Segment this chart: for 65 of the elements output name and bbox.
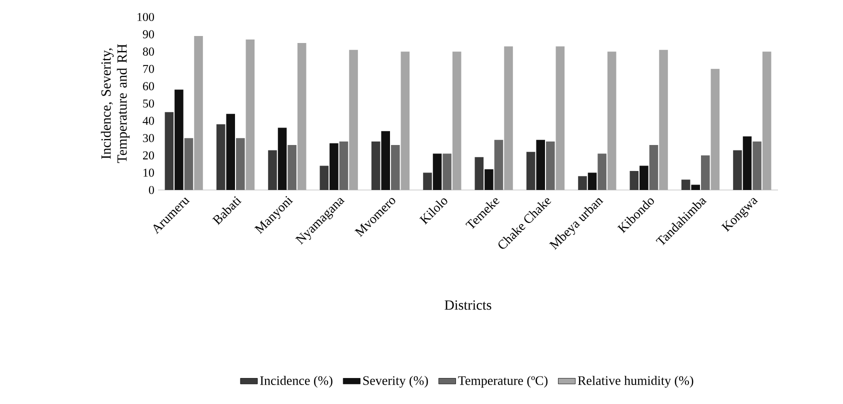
bar — [556, 46, 565, 190]
bar — [452, 52, 462, 190]
bar — [184, 138, 194, 190]
bar — [174, 90, 184, 190]
y-tick-label: 90 — [142, 30, 154, 38]
legend-label: Temperature (ºC) — [458, 376, 548, 388]
bar — [484, 169, 494, 190]
y-axis-title: Incidence, Severity, Temperature and RH — [100, 44, 130, 164]
bar — [278, 128, 287, 190]
y-tick-label: 10 — [144, 168, 154, 177]
bar — [598, 154, 606, 190]
y-tick-label: 0 — [148, 186, 154, 194]
bar — [194, 36, 203, 190]
bar — [339, 142, 348, 190]
bar — [681, 180, 690, 190]
y-tick-label: 80 — [142, 48, 154, 56]
bar — [649, 145, 658, 190]
bar — [442, 154, 452, 190]
x-axis-title: Districts — [444, 300, 492, 310]
bar — [268, 150, 277, 190]
bar — [320, 166, 329, 190]
bar — [330, 143, 338, 190]
bar — [607, 52, 616, 190]
y-tick-label: 20 — [143, 151, 154, 160]
legend-label: Relative humidity (%) — [578, 376, 694, 388]
bar — [423, 172, 432, 190]
bar — [546, 142, 555, 190]
bar — [391, 145, 400, 190]
y-tick-label: 100 — [138, 12, 154, 22]
bar — [691, 184, 700, 190]
bar — [216, 124, 226, 190]
bar — [526, 152, 536, 190]
bar — [578, 176, 587, 190]
bar — [381, 131, 390, 190]
legend-label: Severity (%) — [363, 376, 428, 388]
bar — [474, 157, 484, 190]
bar — [630, 170, 639, 190]
y-tick-label: 70 — [143, 64, 154, 73]
bar — [288, 145, 296, 190]
bar — [762, 52, 772, 190]
bar — [504, 46, 513, 190]
y-tick-label: 30 — [143, 134, 154, 142]
bar — [297, 42, 306, 190]
bar — [236, 138, 245, 190]
y-tick-label: 50 — [143, 99, 154, 108]
y-tick-label: 40 — [142, 116, 154, 125]
bar — [700, 155, 710, 190]
bar — [349, 50, 358, 190]
bar — [246, 39, 255, 190]
bar — [710, 68, 720, 190]
bar — [371, 142, 380, 190]
bar — [226, 114, 236, 190]
bar — [400, 52, 410, 190]
bar — [742, 136, 752, 190]
bar — [432, 154, 442, 190]
bar — [640, 166, 648, 190]
bar — [733, 150, 742, 190]
bar — [494, 140, 504, 190]
bar — [752, 142, 762, 190]
bar — [164, 112, 174, 190]
bar — [659, 50, 668, 190]
bar — [588, 172, 597, 190]
y-tick-label: 60 — [142, 82, 154, 90]
legend-label: Incidence (%) — [260, 376, 332, 388]
bar — [536, 140, 545, 190]
